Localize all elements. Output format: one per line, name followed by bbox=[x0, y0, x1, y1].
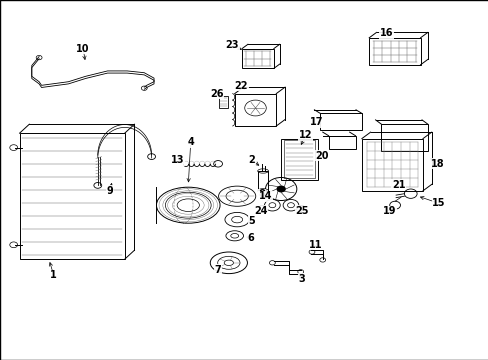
Text: 16: 16 bbox=[379, 28, 392, 38]
Text: 6: 6 bbox=[246, 233, 253, 243]
Text: 2: 2 bbox=[248, 155, 255, 165]
Bar bbox=[281, 139, 317, 180]
Text: 12: 12 bbox=[298, 130, 312, 140]
Bar bbox=[257, 171, 268, 191]
Bar bbox=[242, 49, 273, 68]
Text: 21: 21 bbox=[391, 180, 405, 190]
Text: 3: 3 bbox=[298, 274, 305, 284]
Bar bbox=[234, 94, 276, 126]
Bar bbox=[20, 133, 124, 259]
Text: 10: 10 bbox=[76, 44, 90, 54]
Text: 1: 1 bbox=[50, 270, 57, 280]
Text: 25: 25 bbox=[295, 206, 308, 216]
Text: 17: 17 bbox=[309, 117, 323, 127]
Bar bbox=[368, 38, 420, 65]
Text: 11: 11 bbox=[308, 240, 322, 250]
Text: 7: 7 bbox=[214, 265, 221, 275]
Bar bbox=[320, 113, 361, 130]
Text: 14: 14 bbox=[258, 191, 272, 201]
Text: 19: 19 bbox=[382, 206, 396, 216]
Text: 24: 24 bbox=[253, 206, 267, 216]
Text: 9: 9 bbox=[106, 186, 113, 196]
Text: 23: 23 bbox=[225, 40, 239, 50]
Bar bbox=[381, 124, 427, 151]
Text: 26: 26 bbox=[209, 89, 223, 99]
Bar bbox=[361, 139, 422, 191]
Text: 8: 8 bbox=[258, 189, 264, 199]
Circle shape bbox=[276, 185, 285, 193]
Text: 15: 15 bbox=[431, 198, 445, 208]
Bar bbox=[156, 187, 188, 223]
Text: 22: 22 bbox=[234, 81, 247, 91]
Text: 5: 5 bbox=[248, 216, 255, 226]
Text: 4: 4 bbox=[187, 137, 194, 147]
Bar bbox=[283, 140, 315, 178]
Bar bbox=[328, 136, 355, 149]
Text: 20: 20 bbox=[314, 150, 328, 161]
Bar bbox=[219, 96, 227, 108]
Text: 13: 13 bbox=[170, 155, 184, 165]
Text: 18: 18 bbox=[430, 159, 444, 169]
